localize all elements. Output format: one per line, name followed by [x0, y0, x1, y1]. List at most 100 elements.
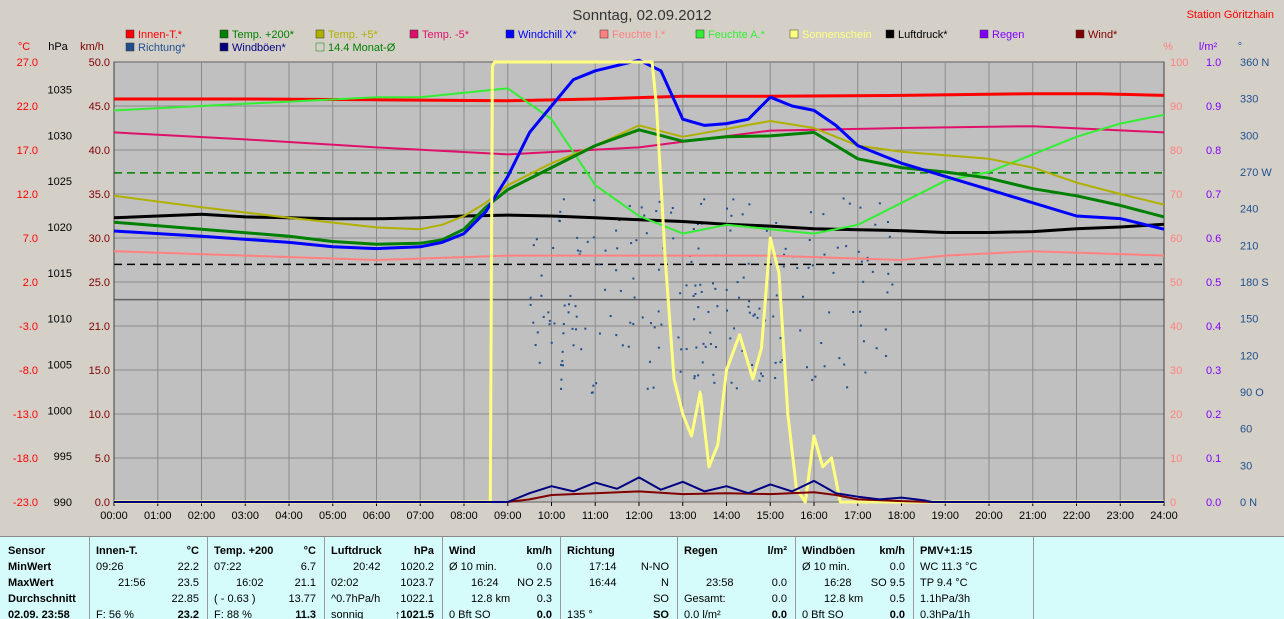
legend-swatch	[315, 42, 325, 52]
unit-kmh: km/h	[80, 41, 104, 53]
tick-label-humidity_pct: 10	[1170, 453, 1182, 465]
direction-point	[860, 260, 863, 263]
direction-point	[809, 211, 812, 214]
stats-cell-label: 135 °	[567, 609, 593, 619]
stats-unit: °C	[303, 545, 316, 557]
direction-point	[760, 372, 763, 375]
stats-row: ^0.7hPa/h 1022.1	[325, 591, 442, 607]
stats-cell-value: 0.0	[771, 593, 787, 605]
tick-label-rain_lm2: 0.1	[1206, 453, 1221, 465]
legend-label: Innen-T.*	[138, 29, 183, 41]
direction-point	[857, 250, 860, 253]
direction-point	[709, 342, 712, 345]
direction-point	[748, 203, 751, 206]
direction-point	[753, 313, 756, 316]
tick-label-rain_lm2: 0.8	[1206, 145, 1221, 157]
stats-cell-value: 1020.2	[400, 561, 434, 573]
direction-point	[783, 253, 786, 256]
stats-cell-label: WC 11.3 °C	[920, 561, 978, 573]
legend-label: Windböen*	[232, 42, 287, 54]
direction-point	[592, 236, 595, 239]
legend-swatch	[695, 29, 705, 39]
stats-row: TP 9.4 °C	[914, 575, 1033, 591]
stats-header: Temp. +200	[214, 545, 274, 557]
legend-label: Feuchte A.*	[708, 29, 766, 41]
legend-swatch	[409, 29, 419, 39]
x-tick-label: 06:00	[363, 510, 391, 522]
direction-point	[628, 204, 631, 207]
stats-row: 16:44 N	[561, 575, 677, 591]
stats-column: Richtung 17:14 N-NO 16:44 N SO 135 ° SO	[561, 537, 678, 619]
direction-point	[702, 342, 705, 345]
direction-point	[536, 331, 539, 334]
direction-point	[748, 311, 751, 314]
x-tick-label: 22:00	[1063, 510, 1091, 522]
stats-label: MaxWert	[8, 577, 54, 589]
stats-row: 16:28 SO 9.5	[796, 575, 913, 591]
direction-point	[561, 360, 564, 363]
tick-label-rain_lm2: 1.0	[1206, 57, 1221, 69]
direction-point	[591, 391, 594, 394]
tick-label-humidity_pct: 30	[1170, 365, 1182, 377]
stats-column: Temp. +200 °C 07:22 6.7 16:02 21.1 ( - 0.63 ) 1…	[208, 537, 325, 619]
direction-point	[615, 334, 618, 337]
tick-label-wind_kmh: 15.0	[89, 365, 110, 377]
tick-label-wind_kmh: 50.0	[89, 57, 110, 69]
direction-point	[875, 347, 878, 350]
tick-label-temp_c: -3.0	[19, 321, 38, 333]
direction-point	[732, 198, 735, 201]
legend-swatch	[315, 29, 325, 39]
legend-swatch	[219, 42, 229, 52]
direction-point	[540, 294, 543, 297]
stats-row: Ø 10 min. 0.0	[796, 559, 913, 575]
direction-point	[712, 373, 715, 376]
tick-label-rain_lm2: 0.2	[1206, 409, 1221, 421]
legend-label: Regen	[992, 29, 1024, 41]
legend-swatch	[979, 29, 989, 39]
direction-point	[707, 310, 710, 313]
stats-row: Gesamt: 0.0	[678, 591, 795, 607]
stats-unit: km/h	[526, 545, 552, 557]
legend-label: Feuchte I.*	[612, 29, 666, 41]
tick-label-direction_deg: 150	[1240, 314, 1258, 326]
tick-label-humidity_pct: 60	[1170, 233, 1182, 245]
stats-cell-value: 22.2	[177, 561, 199, 573]
stats-header: Innen-T.	[96, 545, 138, 557]
stats-row: Ø 10 min. 0.0	[443, 559, 560, 575]
direction-point	[643, 214, 646, 217]
stats-cell-value: SO	[653, 593, 669, 605]
unit-celsius: °C	[18, 41, 30, 53]
stats-cell-value: 1022.1	[400, 593, 434, 605]
stats-cell-value: 6.7	[300, 561, 316, 573]
stats-cell-label: 17:14	[589, 561, 617, 573]
direction-point	[805, 366, 808, 369]
tick-label-direction_deg: 30	[1240, 460, 1252, 472]
tick-label-direction_deg: 90 O	[1240, 387, 1264, 399]
direction-point	[887, 272, 890, 275]
direction-point	[542, 315, 545, 318]
stats-cell-label: ( - 0.63 )	[214, 593, 256, 605]
direction-point	[758, 307, 761, 310]
tick-label-rain_lm2: 0.0	[1206, 497, 1221, 509]
stats-row: 16:24 NO 2.5	[443, 575, 560, 591]
stats-row: PMV+1:15	[914, 543, 1033, 559]
direction-point	[615, 229, 618, 232]
direction-point	[535, 238, 538, 241]
stats-row: 02.09. 23:58	[0, 607, 89, 619]
tick-label-rain_lm2: 0.7	[1206, 189, 1221, 201]
direction-point	[781, 359, 784, 362]
direction-point	[540, 274, 543, 277]
direction-point	[714, 287, 717, 290]
stats-row: 07:22 6.7	[208, 559, 324, 575]
direction-point	[704, 345, 707, 348]
direction-point	[576, 249, 579, 252]
stats-column: PMV+1:15 WC 11.3 °C TP 9.4 °C 1.1hPa/3h 0.3h…	[914, 537, 1034, 619]
direction-point	[859, 324, 862, 327]
direction-point	[774, 361, 777, 364]
stats-cell-label: 16:02	[236, 577, 264, 589]
stats-label: Sensor	[8, 545, 46, 557]
axis-unit-labels: °C hPa km/h % l/m² °	[18, 41, 1242, 53]
stats-header: Wind	[449, 545, 476, 557]
tick-label-wind_kmh: 21.0	[89, 321, 110, 333]
direction-point	[741, 349, 744, 352]
